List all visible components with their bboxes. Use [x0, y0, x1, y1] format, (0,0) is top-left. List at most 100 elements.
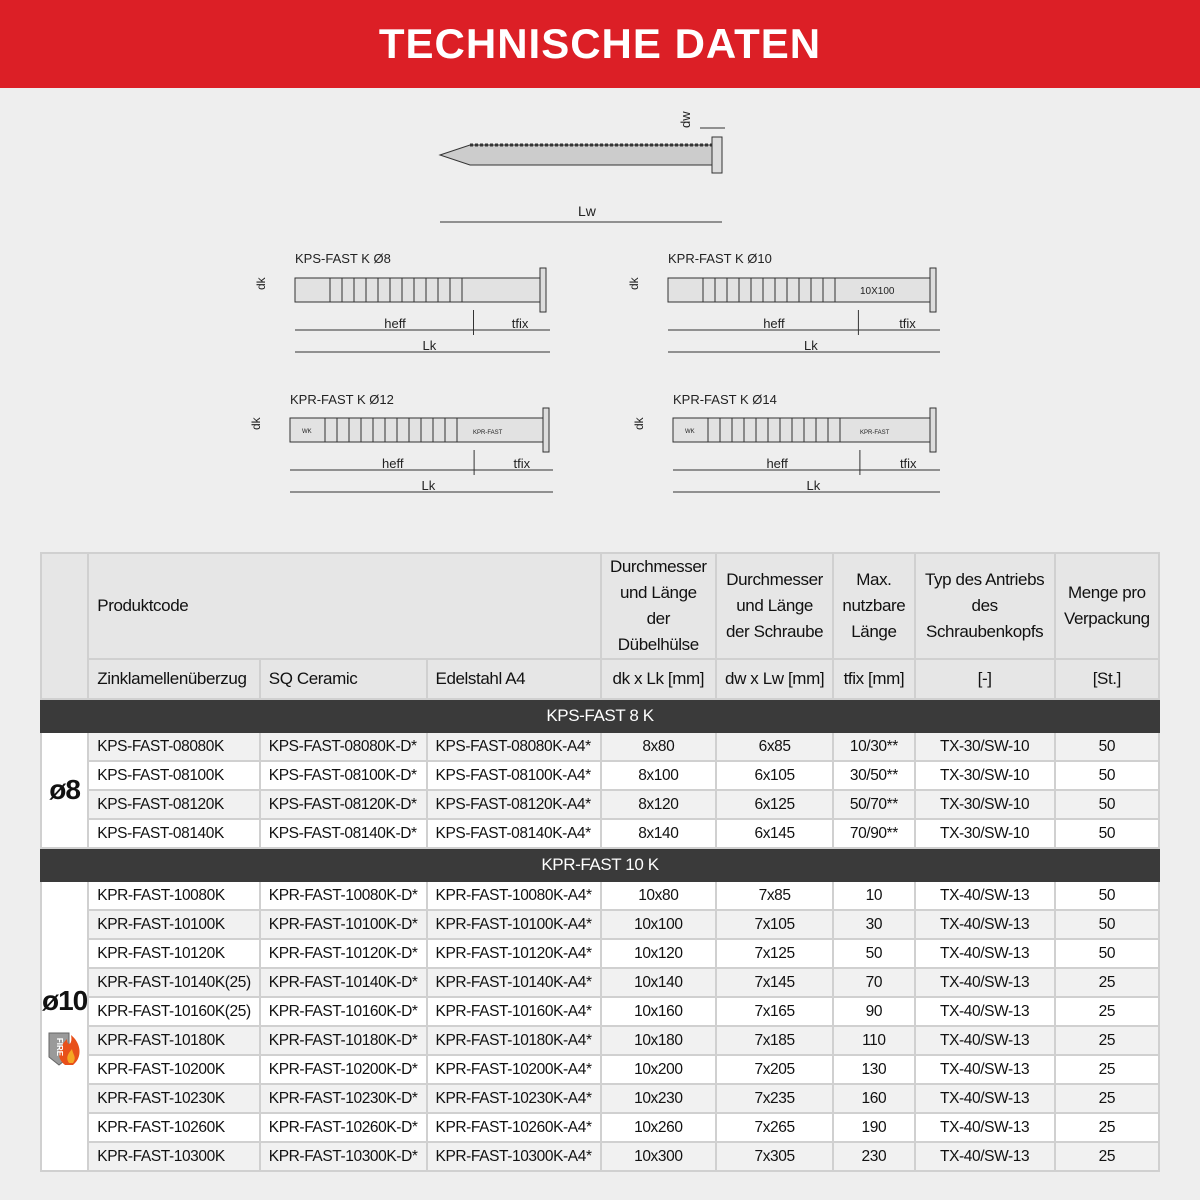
table-cell: 10x100 — [599, 909, 718, 940]
page-title: TECHNISCHE DATEN — [378, 20, 822, 67]
typ-unit: [-] — [913, 658, 1056, 700]
table-cell: KPR-FAST-10100K-A4* — [425, 909, 602, 940]
table-cell: 7x185 — [715, 1025, 835, 1056]
table-cell: 50 — [1053, 909, 1161, 940]
table-cell: 25 — [1053, 967, 1161, 998]
lk-label: Lk — [422, 478, 436, 493]
table-cell: 110 — [832, 1025, 916, 1056]
table-cell: KPR-FAST-10120K-A4* — [425, 938, 602, 969]
table-cell: 6x85 — [715, 731, 835, 762]
tfix-label: tfix — [512, 316, 529, 331]
table-cell: 7x165 — [715, 996, 835, 1027]
anchor-wk-marking: WK — [685, 429, 695, 435]
table-cell: KPR-FAST-10260K — [87, 1112, 261, 1143]
dw-label: dw — [678, 111, 693, 128]
table-row: KPR-FAST-10120K KPR-FAST-10120K-D* KPR-FAS… — [41, 938, 1161, 969]
table-row: ø8 KPS-FAST-08080K KPS-FAST-08080K-D* KPS-F… — [39, 731, 1161, 849]
table-cell: 50 — [832, 938, 916, 969]
table-cell: KPS-FAST-08140K-D* — [258, 818, 428, 849]
fire-badge-label: FIRE — [55, 1038, 64, 1057]
table-cell: 10x160 — [599, 996, 718, 1027]
dk-label: dk — [254, 276, 268, 290]
table-cell: 50 — [1053, 789, 1161, 820]
table-row: KPR-FAST-10140K(25) KPR-FAST-10140K-D* KPR… — [41, 967, 1161, 998]
dk-label: dk — [249, 416, 263, 430]
fire-badge-icon: FIRE — [48, 1032, 80, 1066]
table-cell: 30/50** — [832, 760, 916, 791]
table-cell: KPS-FAST-08080K-A4* — [425, 731, 602, 762]
diameter-cell: ø10 FIRE — [39, 880, 90, 1172]
table-cell: 160 — [832, 1083, 916, 1114]
edelstahl-header: Edelstahl A4 — [425, 658, 602, 700]
table-cell: 7x125 — [715, 938, 835, 969]
table-cell: TX-40/SW-13 — [913, 1083, 1056, 1114]
anchor-drawing — [672, 407, 940, 493]
table-row: KPR-FAST-10260K KPR-FAST-10260K-D* KPR-FAS… — [41, 1112, 1161, 1143]
table-cell: KPS-FAST-08100K-D* — [258, 760, 428, 791]
diameter-header — [39, 552, 90, 700]
table-cell: KPS-FAST-08080K-D* — [258, 731, 428, 762]
table-cell: 10x180 — [599, 1025, 718, 1056]
table-cell: TX-40/SW-13 — [913, 996, 1056, 1027]
table-cell: TX-30/SW-10 — [913, 731, 1056, 762]
table-cell: 10x260 — [599, 1112, 718, 1143]
table-cell: 7x145 — [715, 967, 835, 998]
anchor-drawing — [294, 267, 550, 353]
tfix-label: tfix — [900, 456, 917, 471]
lk-label: Lk — [423, 338, 437, 353]
table-cell: KPR-FAST-10230K-A4* — [425, 1083, 602, 1114]
table-row: KPR-FAST-10180K KPR-FAST-10180K-D* KPR-FAS… — [41, 1025, 1161, 1056]
table-row: ø10 FIRE KPR-FAST-10080K KPR-FAST-10080K-D*… — [39, 880, 1161, 1172]
table-row: KPR-FAST-10100K KPR-FAST-10100K-D* KPR-FAS… — [41, 909, 1161, 940]
table-cell: KPR-FAST-10140K(25) — [87, 967, 261, 998]
laenge-header: Max. nutzbare Länge — [832, 552, 916, 660]
table-cell: KPR-FAST-10200K-A4* — [425, 1054, 602, 1085]
table-cell: 10x140 — [599, 967, 718, 998]
table-cell: KPS-FAST-08100K — [87, 760, 261, 791]
table-cell: KPS-FAST-08080K — [87, 731, 261, 762]
section-header: KPR-FAST 10 K — [40, 847, 1160, 882]
diameter-label: ø10 — [42, 985, 88, 1016]
table-row: KPR-FAST-10300K KPR-FAST-10300K-D* KPR-FAS… — [41, 1141, 1161, 1172]
table-cell: 10 — [832, 880, 916, 911]
anchor-name: KPR-FAST K Ø12 — [290, 392, 394, 407]
table-cell: KPR-FAST-10180K-A4* — [425, 1025, 602, 1056]
heff-label: heff — [382, 456, 404, 471]
table-cell: KPS-FAST-08120K-A4* — [425, 789, 602, 820]
table-cell: TX-30/SW-10 — [913, 760, 1056, 791]
table-cell: 8x140 — [599, 818, 718, 849]
diameter-label: ø8 — [49, 774, 81, 805]
table-cell: 70 — [832, 967, 916, 998]
table-cell: KPS-FAST-08120K — [87, 789, 261, 820]
menge-unit: [St.] — [1053, 658, 1161, 700]
table-cell: 30 — [832, 909, 916, 940]
table-cell: KPR-FAST-10160K-A4* — [425, 996, 602, 1027]
table-cell: KPR-FAST-10260K-A4* — [425, 1112, 602, 1143]
anchor-marking: KPR-FAST — [473, 430, 503, 436]
lk-label: Lk — [807, 478, 821, 493]
heff-label: heff — [766, 456, 788, 471]
table-cell: 6x145 — [715, 818, 835, 849]
table-cell: TX-40/SW-13 — [913, 1112, 1056, 1143]
table-cell: 25 — [1053, 1083, 1161, 1114]
table-cell: KPR-FAST-10200K-D* — [258, 1054, 428, 1085]
table-cell: 10x300 — [599, 1141, 718, 1172]
table-row: KPS-FAST-08120K KPS-FAST-08120K-D* KPS-FAS… — [41, 789, 1161, 820]
table-cell: KPR-FAST-10230K — [87, 1083, 261, 1114]
heff-label: heff — [384, 316, 406, 331]
anchor-marking: 10X100 — [860, 286, 895, 297]
table-cell: KPR-FAST-10100K — [87, 909, 261, 940]
heff-label: heff — [763, 316, 785, 331]
table-cell: 10/30** — [832, 731, 916, 762]
section-header: KPS-FAST 8 K — [40, 698, 1160, 733]
anchor-marking: KPR-FAST — [860, 430, 890, 436]
menge-header: Menge pro Verpackung — [1053, 552, 1161, 660]
table-cell: TX-40/SW-13 — [913, 1025, 1056, 1056]
dubel-header: Durchmesser und Länge der Dübelhülse — [599, 552, 718, 660]
table-cell: 8x120 — [599, 789, 718, 820]
zink-header: Zinklamellenüberzug — [87, 658, 261, 700]
technical-drawing: Lw dw KPS-FAST K Ø8 dk heff tfix Lk KPR-… — [249, 111, 940, 493]
table-cell: KPR-FAST-10080K — [87, 880, 261, 911]
table-cell: 25 — [1053, 1141, 1161, 1172]
table-cell: KPS-FAST-08120K-D* — [258, 789, 428, 820]
